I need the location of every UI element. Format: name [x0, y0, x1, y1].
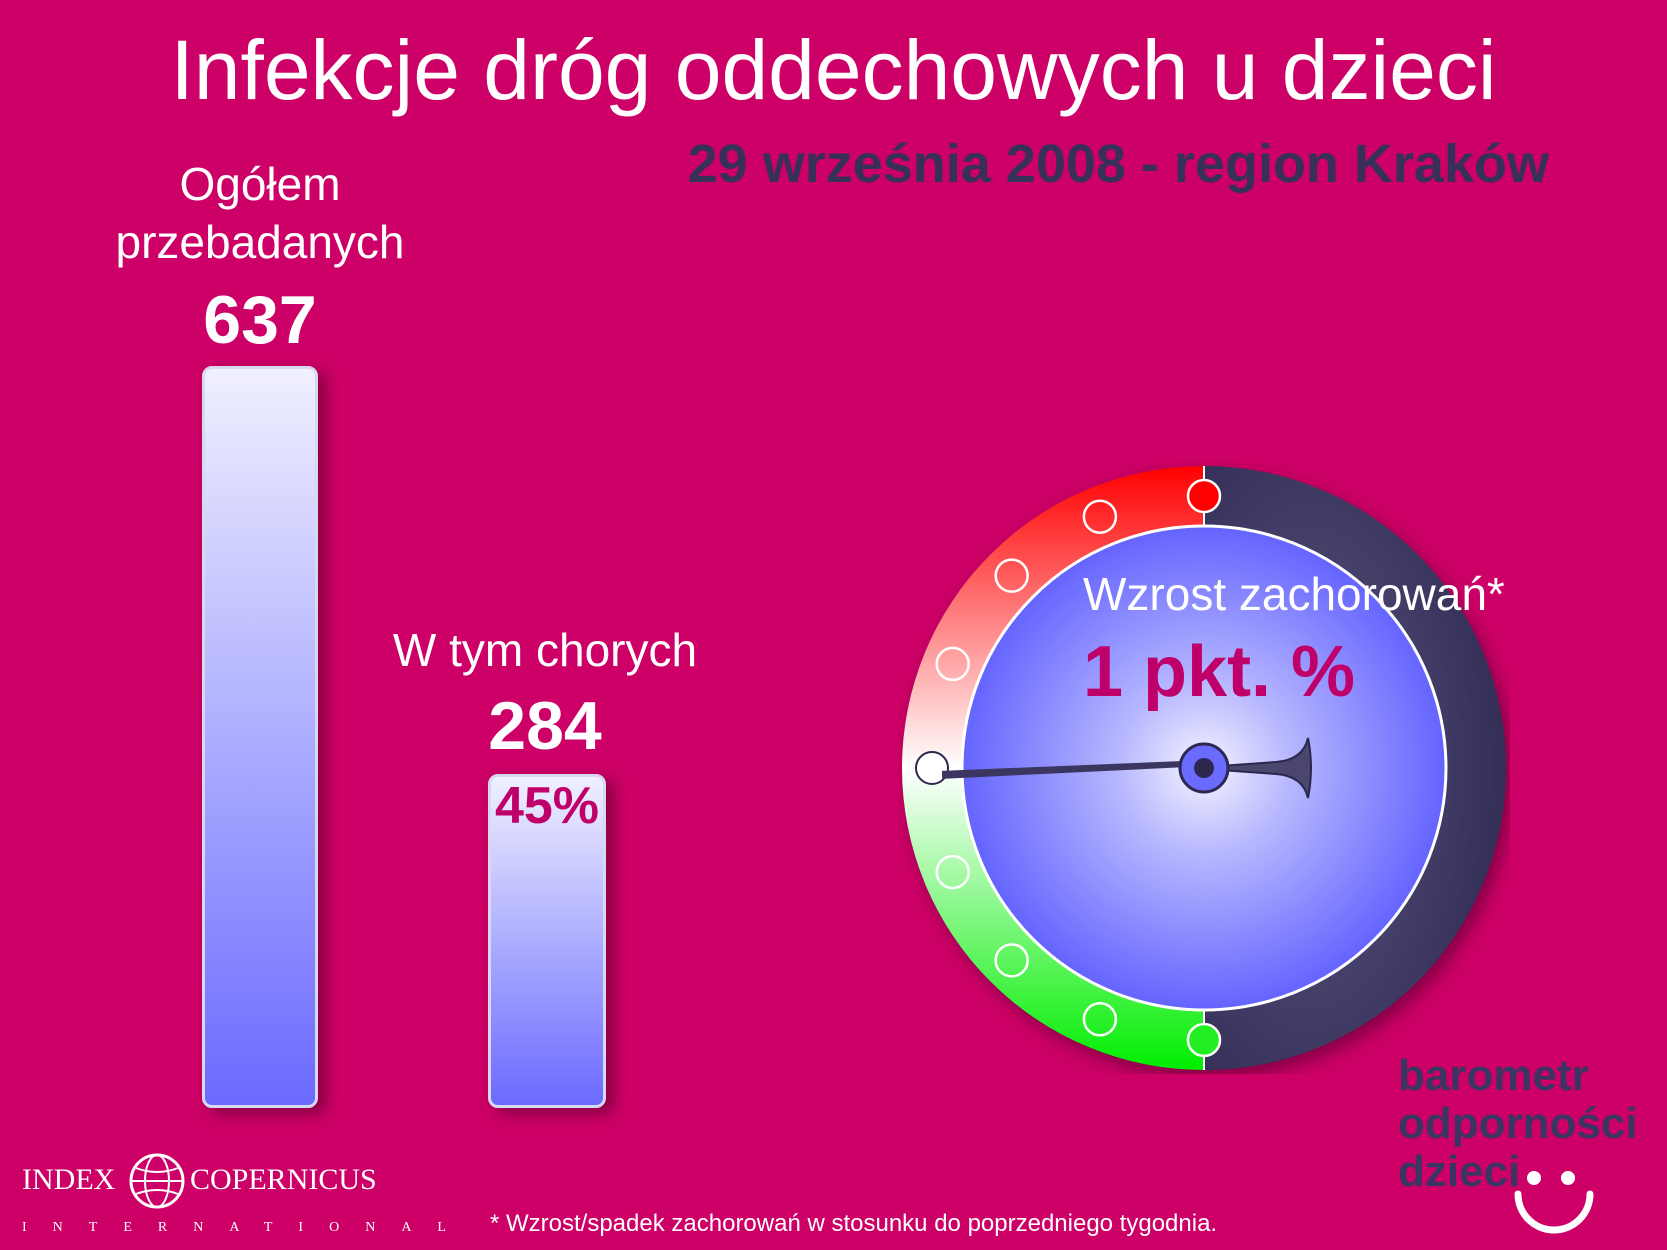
total-label-line2: przebadanych: [115, 216, 405, 268]
sick-value-label: 284: [488, 688, 602, 764]
gauge-tick-dot: [994, 943, 1029, 978]
ic-logo-left: INDEX: [22, 1163, 116, 1196]
gauge-tick-dot: [994, 558, 1029, 593]
brand-line-2: odporności: [1398, 1099, 1638, 1148]
index-copernicus-logo: INDEX COPERNICUS INTERNATIONAL: [22, 1150, 472, 1246]
barometr-logo: barometr odporności dzieci: [1398, 1052, 1658, 1196]
gauge-tick-dot: [1082, 499, 1118, 534]
ic-logo-sub: INTERNATIONAL: [22, 1220, 472, 1235]
smiley-icon: [1514, 1171, 1594, 1234]
gauge-needle-tail: [1191, 737, 1312, 799]
gauge: [902, 466, 1506, 1070]
gauge-needle: [941, 759, 1214, 779]
total-label: Ogółem przebadanych: [100, 155, 420, 271]
gauge-tick-dot: [935, 646, 970, 682]
gauge-tick-dot: [915, 751, 949, 785]
gauge-value: 1 pkt. %: [1083, 632, 1356, 712]
bar-total: [202, 366, 318, 1108]
footnote: * Wzrost/spadek zachorowań w stosunku do…: [490, 1210, 1218, 1237]
sick-label: W tym chorych: [392, 624, 698, 676]
bar-sick: [488, 774, 606, 1108]
gauge-tick-dot: [1186, 478, 1222, 514]
globe-icon: [129, 1153, 185, 1209]
gauge-tick-dot: [1082, 1002, 1118, 1037]
ic-logo-right: COPERNICUS: [190, 1163, 377, 1196]
gauge-scale: [915, 478, 1222, 1058]
gauge-tick-dot: [1186, 1022, 1222, 1058]
total-value-label: 637: [203, 282, 317, 358]
brand-line-1: barometr: [1398, 1051, 1589, 1100]
gauge-tick-dot: [935, 854, 970, 890]
page-subtitle: 29 września 2008 - region Kraków: [687, 134, 1549, 194]
gauge-label: Wzrost zachorowań*: [1083, 568, 1505, 620]
sick-percent-label: 45%: [494, 777, 600, 835]
page-title: Infekcje dróg oddechowych u dzieci: [170, 23, 1497, 117]
total-label-line1: Ogółem: [179, 158, 341, 210]
brand-line-3: dzieci: [1398, 1147, 1521, 1196]
